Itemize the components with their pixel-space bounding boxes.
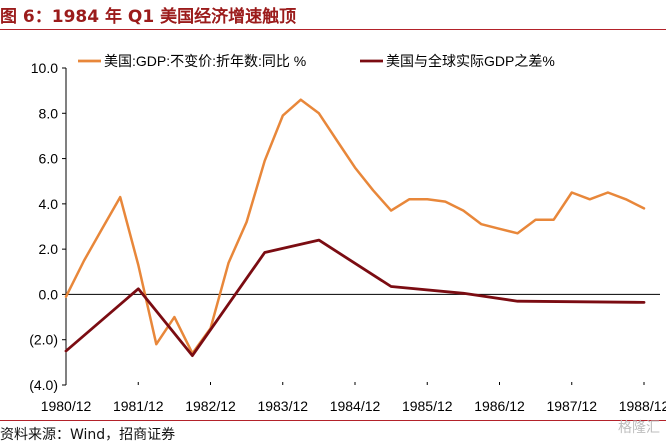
title-divider (0, 29, 666, 30)
line-chart: 10.0 8.0 6.0 4.0 2.0 0.0 (2.0) (4.0) 1980/12 1981… (29, 53, 666, 414)
x-tick-label: 1984/12 (330, 398, 381, 414)
chart-legend: 美国:GDP:不变价:折年数:同比 % 美国与全球实际GDP之差% (78, 53, 555, 69)
legend-label-1: 美国:GDP:不变价:折年数:同比 % (104, 53, 306, 69)
y-tick-label: 0.0 (39, 286, 59, 302)
chart-series (64, 98, 646, 358)
x-tick-label: 1980/12 (41, 398, 92, 414)
legend-label-2: 美国与全球实际GDP之差% (386, 53, 555, 69)
y-tick-label: 2.0 (39, 241, 59, 257)
footer-divider (0, 420, 666, 421)
figure-title: 图 6：1984 年 Q1 美国经济增速触顶 (0, 7, 297, 27)
x-tick-label: 1987/12 (546, 398, 597, 414)
series-line-2 (64, 238, 646, 358)
watermark: 格隆汇 (618, 420, 660, 436)
x-tick-label: 1986/12 (474, 398, 525, 414)
x-tick-label: 1983/12 (257, 398, 308, 414)
y-tick-label: 6.0 (39, 151, 59, 167)
y-tick-label: 10.0 (31, 60, 58, 76)
x-tick-label: 1982/12 (185, 398, 236, 414)
y-tick-label: (2.0) (29, 332, 58, 348)
x-tick-label: 1988/12 (619, 398, 666, 414)
series-line-1 (64, 98, 646, 355)
x-tick-label: 1985/12 (402, 398, 453, 414)
x-tick-label: 1981/12 (113, 398, 164, 414)
y-tick-label: 8.0 (39, 105, 59, 121)
chart-axes: 10.0 8.0 6.0 4.0 2.0 0.0 (2.0) (4.0) 1980/12 1981… (29, 60, 666, 414)
y-tick-label: 4.0 (39, 196, 59, 212)
y-tick-label: (4.0) (29, 377, 58, 393)
source-note: 资料来源：Wind，招商证券 (0, 427, 176, 443)
